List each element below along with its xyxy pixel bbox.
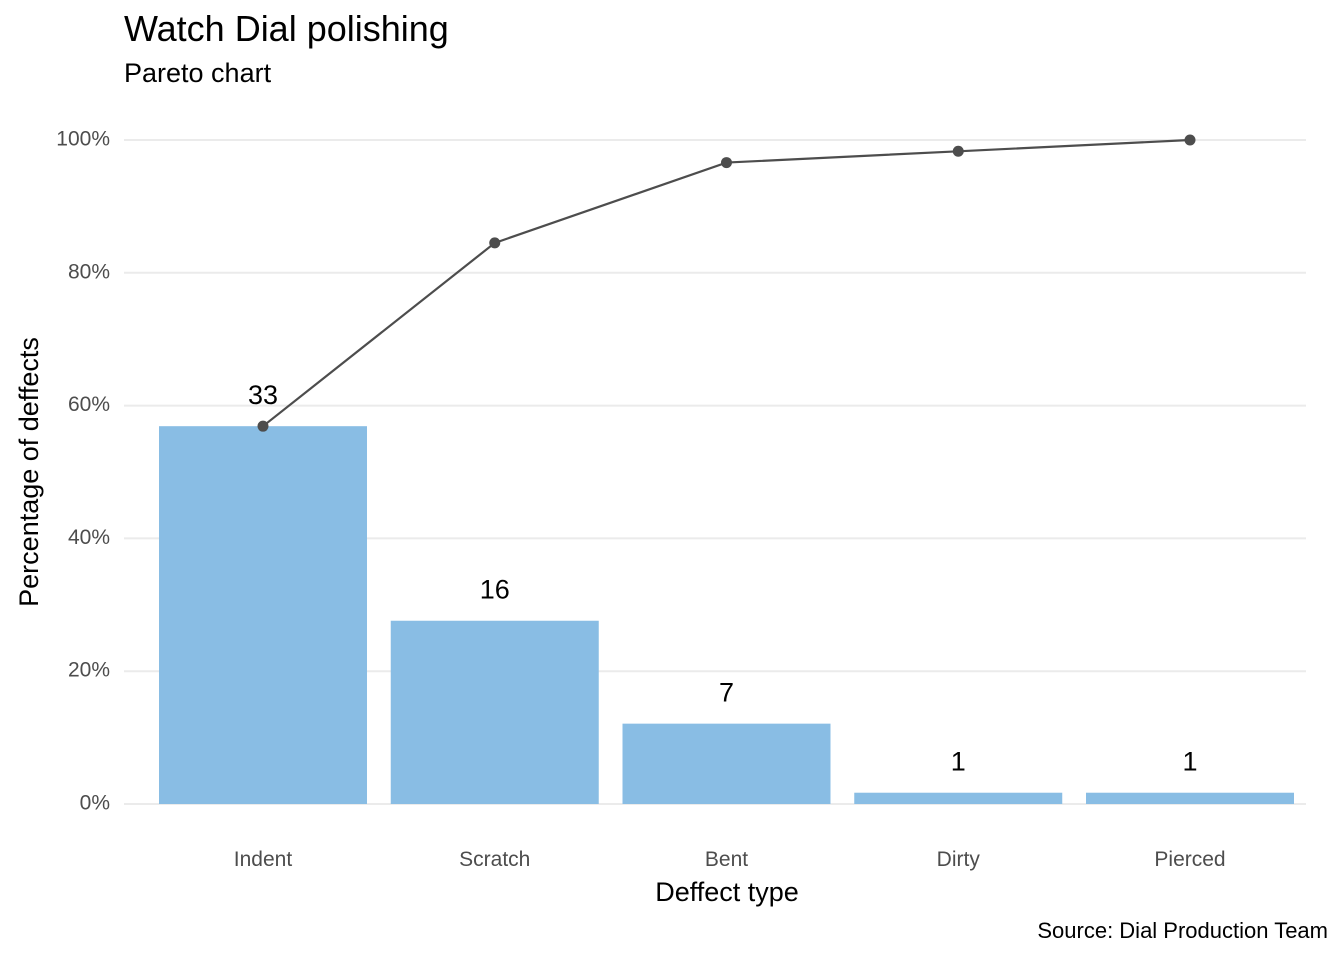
bar-count-label: 7 [719, 678, 734, 708]
chart-subtitle: Pareto chart [124, 58, 272, 88]
y-tick-label: 100% [56, 128, 110, 151]
bar-dirty [854, 792, 1063, 804]
x-tick-label: Indent [234, 848, 293, 871]
bar-count-label: 33 [248, 380, 278, 410]
cumulative-point [489, 237, 501, 249]
y-tick-label: 60% [68, 393, 110, 416]
y-axis-ticks: 0% 20% 40% 60% 80% 100% [56, 128, 110, 815]
bar-count-label: 1 [951, 747, 966, 777]
bar-bent [622, 723, 831, 804]
bars [159, 426, 1294, 804]
bar-scratch [390, 620, 599, 804]
bar-labels: 33 16 7 1 1 [248, 380, 1198, 777]
cumulative-point [721, 157, 732, 169]
bar-count-label: 16 [480, 575, 510, 605]
x-axis-title: Deffect type [655, 877, 799, 907]
chart-title: Watch Dial polishing [124, 8, 449, 49]
y-tick-label: 40% [68, 526, 110, 549]
cumulative-point [952, 145, 964, 157]
cumulative-line [262, 138, 1191, 428]
x-tick-label: Scratch [459, 848, 530, 871]
cumulative-point [1184, 134, 1196, 146]
cumulative-line-layer [257, 134, 1196, 432]
bar-pierced [1086, 792, 1294, 804]
chart-caption: Source: Dial Production Team [1037, 918, 1328, 943]
y-tick-label: 0% [80, 792, 110, 815]
cumulative-point [257, 420, 269, 432]
x-axis-ticks: Indent Scratch Bent Dirty Pierced [234, 848, 1226, 871]
y-tick-label: 20% [68, 659, 110, 682]
y-tick-label: 80% [68, 260, 110, 283]
x-tick-label: Bent [705, 848, 748, 871]
y-axis-title: Percentage of deffects [14, 337, 44, 607]
bar-count-label: 1 [1182, 747, 1197, 777]
x-tick-label: Pierced [1154, 848, 1225, 871]
x-tick-label: Dirty [937, 848, 981, 871]
bar-indent [159, 426, 367, 804]
